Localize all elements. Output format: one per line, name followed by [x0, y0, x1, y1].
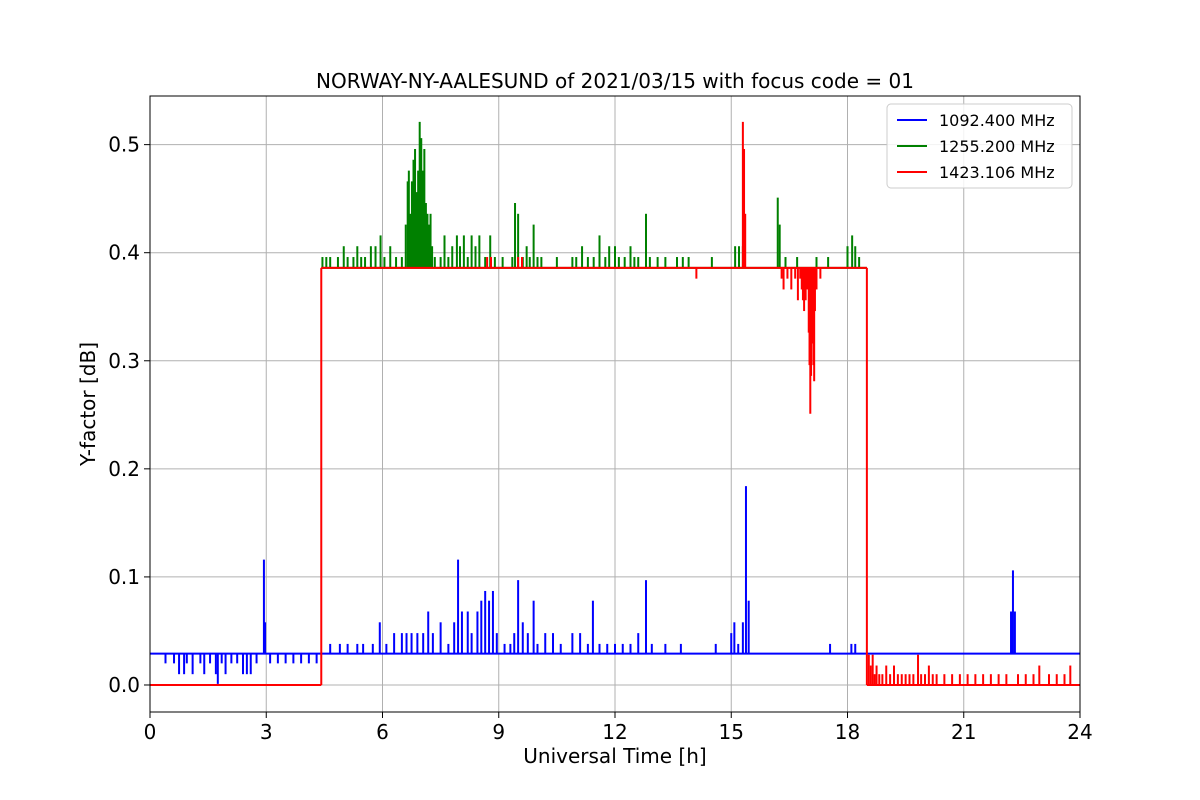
x-tick-label: 18 [835, 720, 860, 744]
y-tick-label: 0.2 [108, 457, 140, 481]
legend-entry: 1255.200 MHz [939, 137, 1055, 156]
x-tick-label: 0 [144, 720, 157, 744]
series-layer [150, 121, 1080, 686]
series-0 [150, 486, 1080, 684]
legend-entry: 1092.400 MHz [939, 111, 1055, 130]
x-axis: 0 3 6 9 12 15 18 21 24 [144, 712, 1093, 744]
x-tick-label: 3 [260, 720, 273, 744]
y-tick-label: 0.4 [108, 241, 140, 265]
y-axis: 0.0 0.1 0.2 0.3 0.4 0.5 [108, 133, 150, 697]
legend: 1092.400 MHz 1255.200 MHz 1423.106 MHz [886, 103, 1073, 189]
x-tick-label: 21 [951, 720, 976, 744]
x-tick-label: 15 [719, 720, 744, 744]
x-axis-label: Universal Time [h] [523, 744, 706, 768]
y-tick-label: 0.5 [108, 133, 140, 157]
x-tick-label: 12 [602, 720, 627, 744]
x-tick-label: 9 [492, 720, 505, 744]
chart-title: NORWAY-NY-AALESUND of 2021/03/15 with fo… [316, 69, 914, 93]
y-axis-label: Y-factor [dB] [76, 342, 100, 467]
y-tick-label: 0.3 [108, 349, 140, 373]
series-1 [321, 121, 867, 269]
legend-entry: 1423.106 MHz [939, 163, 1055, 182]
series-2 [150, 121, 1080, 686]
x-tick-label: 24 [1067, 720, 1092, 744]
y-tick-label: 0.0 [108, 673, 140, 697]
legend-box [886, 103, 1073, 189]
x-tick-label: 6 [376, 720, 389, 744]
y-tick-label: 0.1 [108, 565, 140, 589]
